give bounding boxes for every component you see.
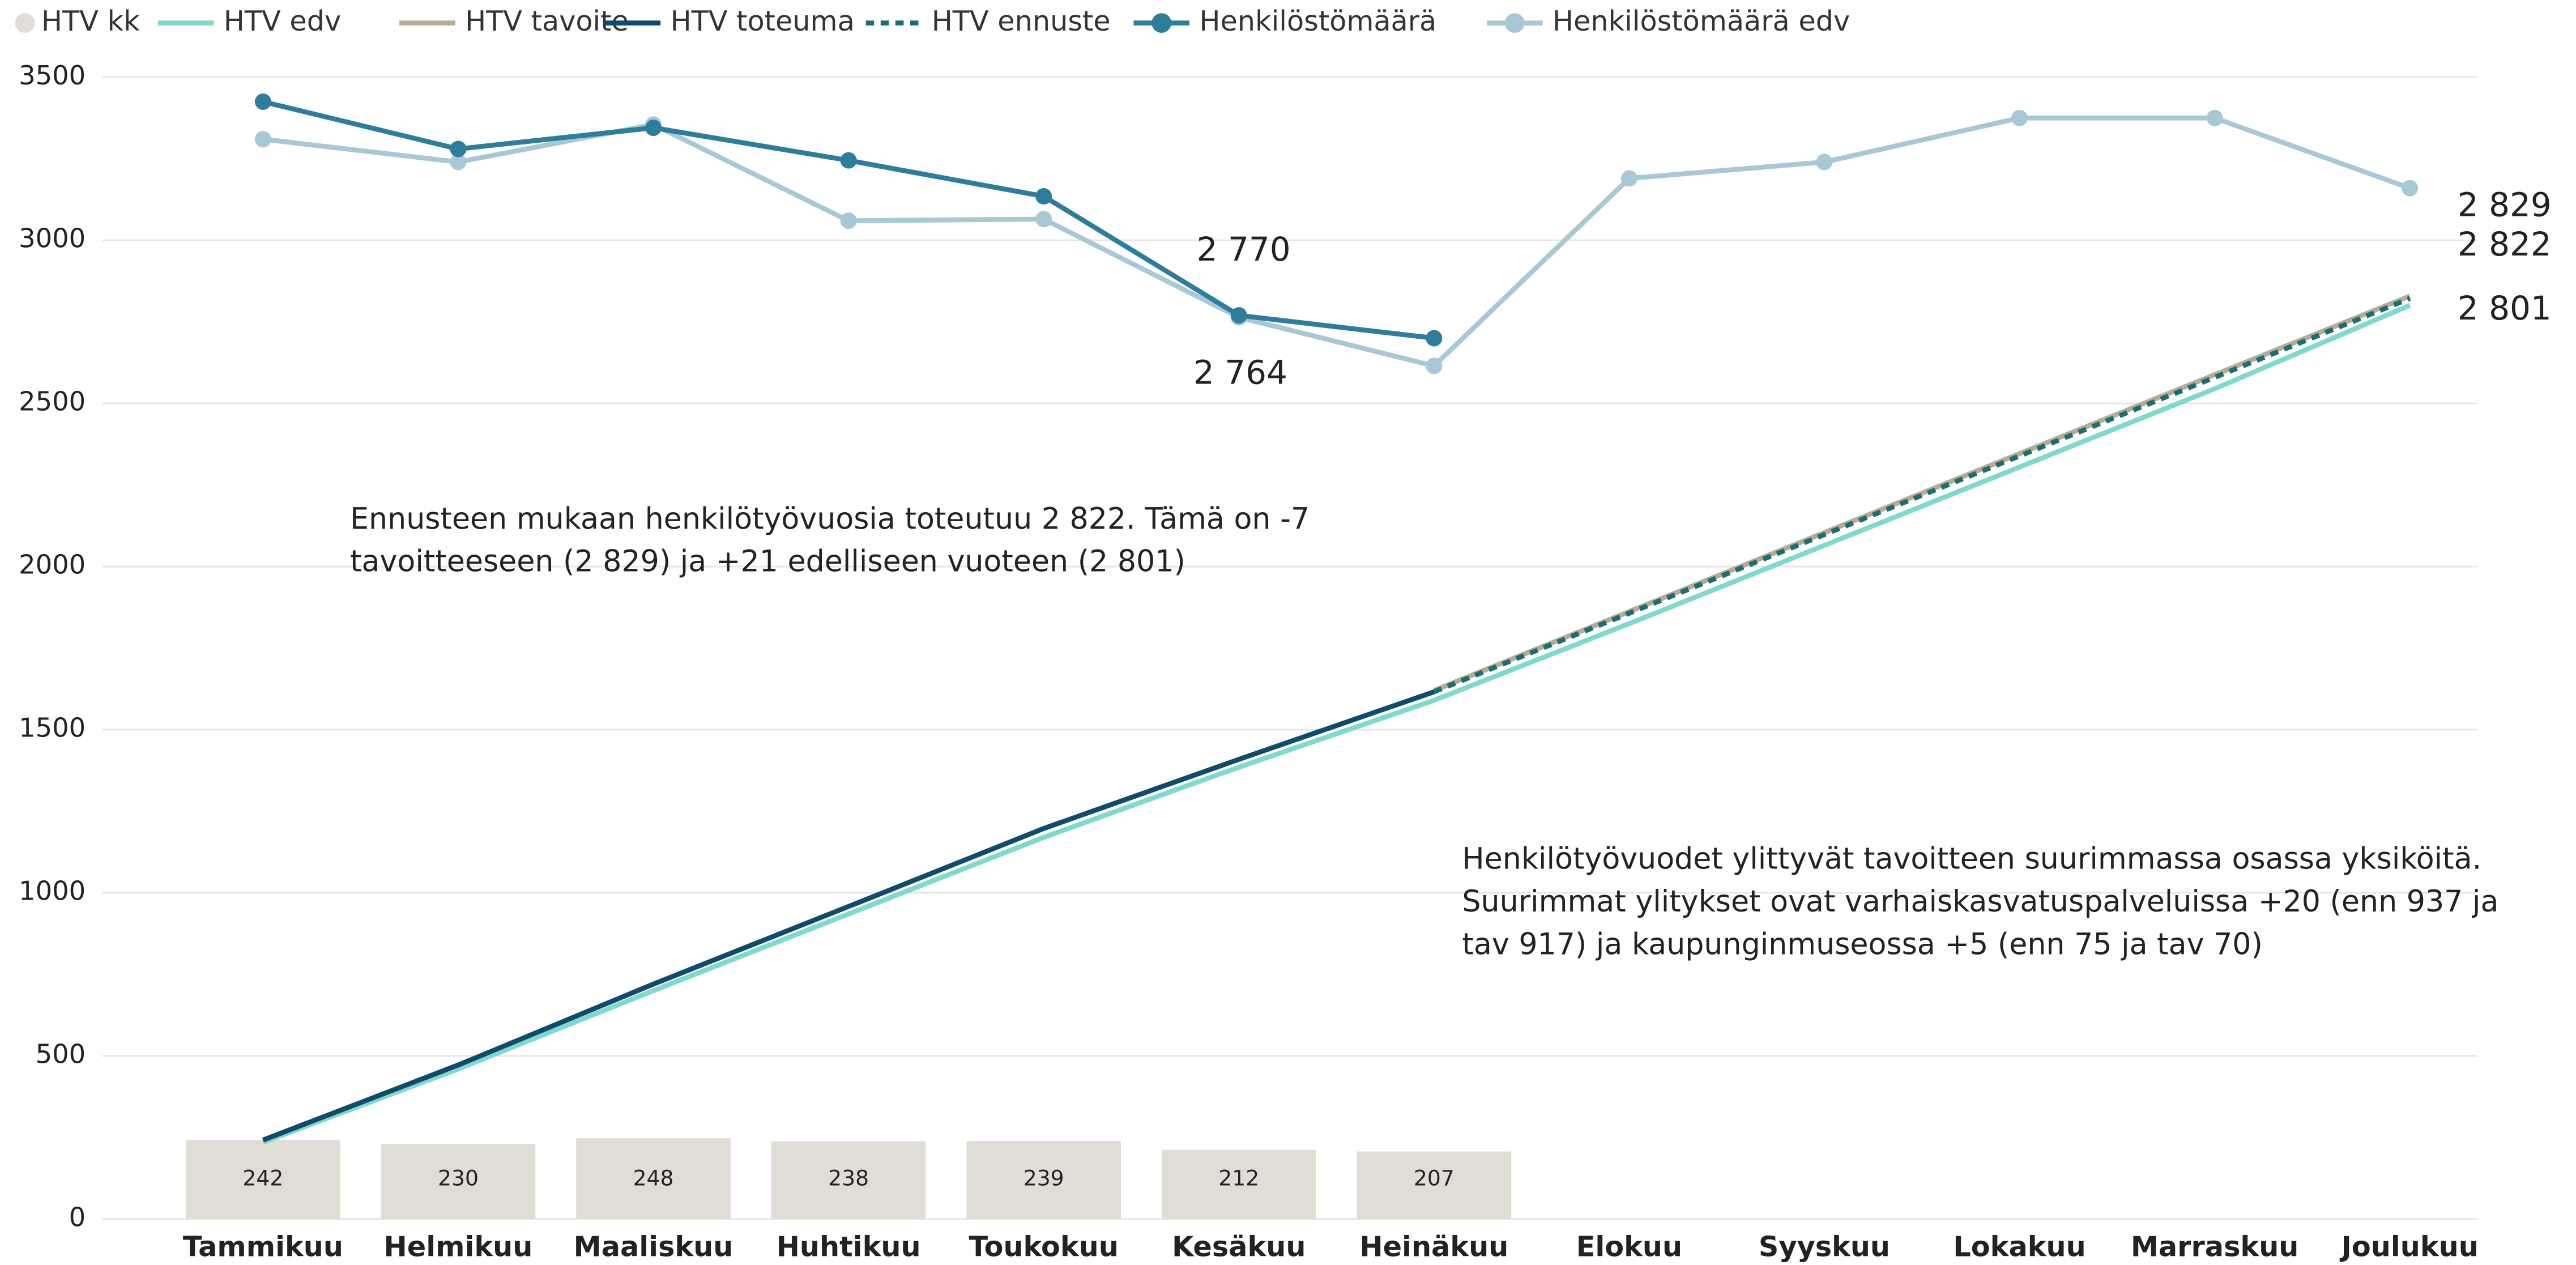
bar [1161,1149,1316,1219]
legend-label: HTV tavoite [465,5,629,37]
annotation: Henkilötyövuodet ylittyvät tavoitteen su… [1462,842,2481,876]
bar-label: 238 [828,1166,869,1191]
data-label: 2 801 [2458,289,2552,327]
point [2011,109,2028,126]
annotation: tavoitteeseen (2 829) ja +21 edelliseen … [350,545,1185,579]
point [254,131,271,148]
legend-item: HTV ennuste [865,5,1111,37]
bar-label: 212 [1218,1166,1259,1191]
x-tick-label: Syyskuu [1759,1230,1890,1263]
data-label: 2 764 [1193,353,1287,391]
legend-item: HTV tavoite [399,5,629,37]
bar-label: 248 [633,1166,674,1191]
legend-label: HTV edv [224,5,341,37]
annotation: Suurimmat ylitykset ovat varhaiskasvatus… [1462,885,2498,919]
legend-swatch [1504,13,1525,33]
point [840,152,857,169]
point [840,212,857,229]
bar [381,1144,536,1219]
x-tick-label: Huhtikuu [777,1230,921,1263]
point [450,154,467,171]
x-tick-label: Kesäkuu [1172,1230,1306,1263]
line [1433,296,2411,695]
point [2402,180,2419,197]
x-tick-label: Joulukuu [2340,1230,2479,1263]
y-tick-label: 500 [36,1038,86,1069]
point [1035,211,1052,228]
line [262,303,2411,1145]
legend-label: HTV toteuma [671,5,855,37]
data-label: 2 822 [2458,225,2552,263]
point [1816,154,1833,171]
bar [771,1141,926,1219]
data-label: 2 829 [2458,186,2552,224]
y-tick-label: 1000 [19,875,86,906]
bar [966,1141,1121,1219]
data-label: 2 770 [1197,230,1291,269]
annotation: tav 917) ja kaupunginmuseossa +5 (enn 75… [1462,927,2262,961]
legend-label: Henkilöstömäärä [1199,5,1436,37]
y-tick-label: 2500 [19,386,86,417]
legend-label: Henkilöstömäärä edv [1553,5,1850,37]
y-tick-label: 2000 [19,550,86,580]
point [2206,109,2223,126]
point [1426,330,1443,347]
annotation: Ennusteen mukaan henkilötyövuosia toteut… [350,502,1310,536]
legend-swatch [15,13,35,33]
bar [186,1140,340,1219]
legend-item: Henkilöstömäärä [1133,5,1436,37]
x-tick-label: Toukokuu [969,1230,1119,1263]
bar-label: 230 [438,1166,479,1191]
legend-swatch [1151,13,1172,33]
x-tick-label: Tammikuu [183,1230,343,1263]
point [1230,307,1247,324]
x-tick-label: Elokuu [1576,1230,1682,1263]
y-tick-label: 0 [69,1202,86,1232]
y-tick-label: 1500 [19,713,86,743]
bar-label: 239 [1023,1166,1064,1191]
point [1620,170,1637,187]
bar [1357,1151,1512,1219]
bar-label: 242 [242,1166,283,1191]
bar-label: 207 [1414,1166,1455,1191]
legend-item: HTV kk [15,5,140,37]
legend-label: HTV ennuste [932,5,1111,37]
line [262,689,1435,1143]
y-tick-label: 3000 [19,223,86,254]
point [450,140,467,157]
y-tick-label: 3500 [19,60,86,91]
legend-label: HTV kk [41,5,140,37]
legend-item: HTV toteuma [604,5,855,37]
x-tick-label: Maaliskuu [574,1230,733,1263]
x-tick-label: Heinäkuu [1359,1230,1508,1263]
point [645,120,662,137]
x-tick-label: Helmikuu [384,1230,533,1263]
point [1426,357,1443,374]
point [1035,188,1052,205]
x-tick-label: Marraskuu [2131,1230,2299,1263]
point [254,93,271,110]
legend-item: Henkilöstömäärä edv [1486,5,1850,37]
bar [576,1138,731,1219]
x-tick-label: Lokakuu [1953,1230,2085,1263]
legend-item: HTV edv [157,5,341,37]
